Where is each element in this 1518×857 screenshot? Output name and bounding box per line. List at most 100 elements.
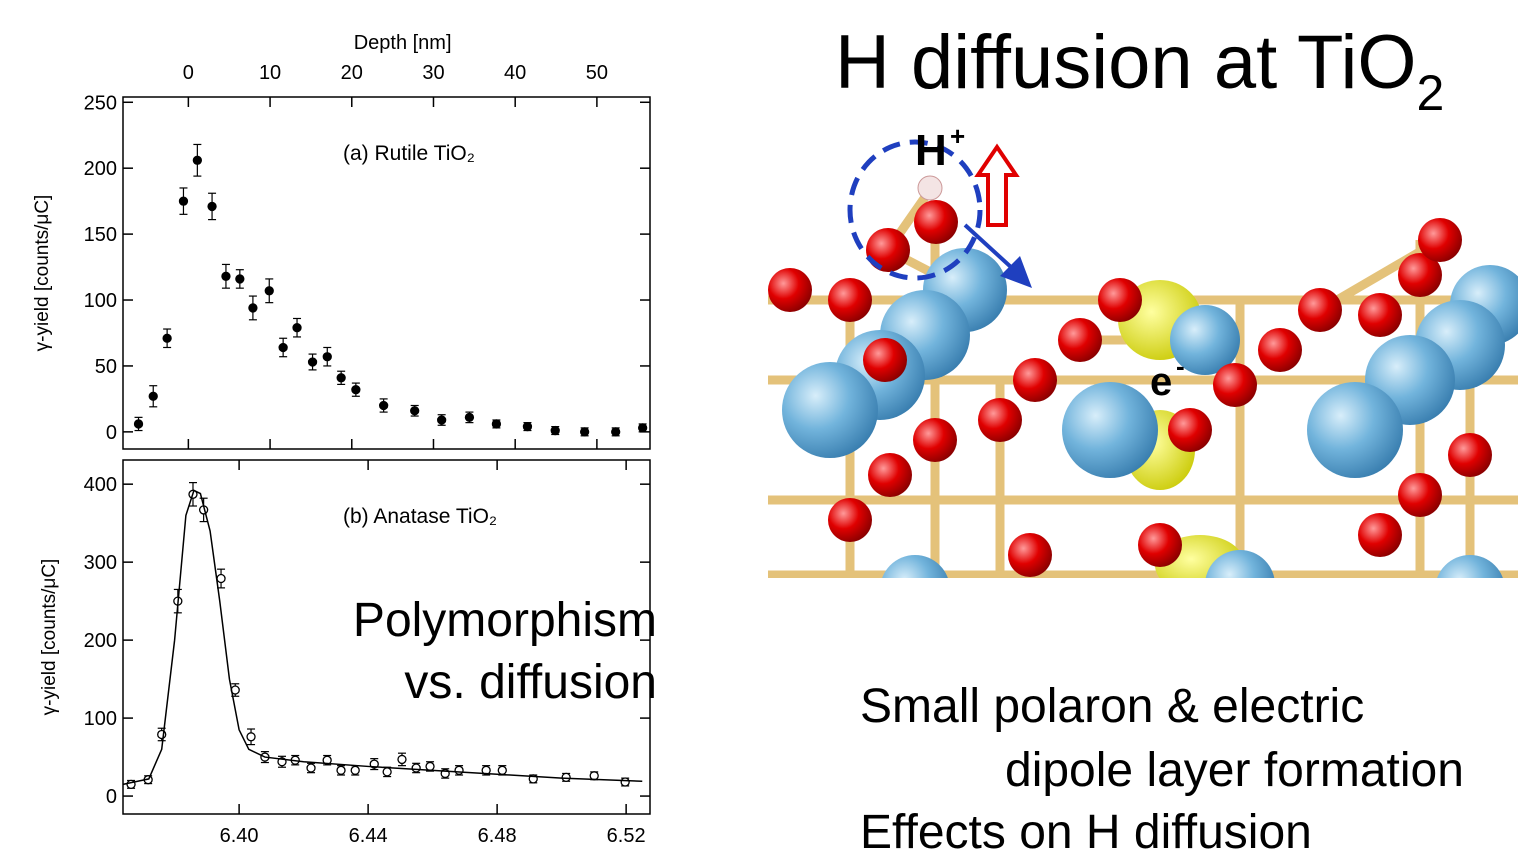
y-tick-label: 300: [84, 552, 117, 574]
data-point: [378, 398, 389, 413]
marker: [207, 201, 217, 212]
data-point: [277, 755, 287, 768]
y-tick-label: 50: [95, 356, 117, 378]
data-point: [611, 427, 621, 437]
x-tick-label: 0: [183, 62, 194, 84]
x-tick-label: 6.52: [607, 825, 646, 847]
marker: [425, 761, 435, 772]
marker: [491, 419, 502, 429]
marker: [192, 155, 203, 165]
data-point: [307, 353, 318, 371]
o-atoms: [768, 200, 1492, 577]
data-point: [464, 411, 475, 424]
marker: [350, 765, 360, 775]
data-point: [148, 385, 158, 408]
x-tick-label: 6.40: [220, 825, 259, 847]
marker: [133, 419, 144, 429]
bullet: Small polaron & electric: [860, 680, 1364, 733]
marker: [307, 357, 318, 367]
marker: [637, 423, 648, 433]
marker: [410, 406, 420, 416]
data-point: [351, 382, 361, 397]
data-point: [235, 269, 245, 289]
data-point: [454, 765, 464, 776]
e-charge: -: [1176, 351, 1185, 381]
data-point: [550, 425, 560, 436]
y-axis-label: γ-yield [counts/μC]: [39, 559, 60, 716]
marker: [248, 303, 258, 313]
data-point: [246, 728, 256, 746]
data-point: [410, 404, 420, 417]
data-point: [481, 765, 491, 776]
data-point: [306, 762, 316, 774]
y-tick-label: 200: [84, 158, 117, 180]
panel-label: (b) Anatase TiO₂: [343, 505, 497, 528]
data-point: [369, 758, 379, 771]
marker: [292, 323, 302, 333]
h-charge: +: [950, 121, 965, 151]
marker: [278, 342, 288, 353]
data-point: [336, 370, 346, 386]
marker: [351, 385, 361, 395]
marker: [162, 333, 172, 343]
data-point: [278, 337, 288, 358]
plot-frame: [122, 459, 651, 815]
marker: [454, 765, 464, 775]
data-point: [162, 328, 172, 349]
marker: [464, 412, 475, 423]
x-tick-label: 50: [586, 62, 608, 84]
data-point: [637, 423, 648, 433]
marker: [579, 427, 590, 437]
marker: [481, 765, 491, 775]
marker: [336, 373, 346, 383]
y-tick-label: 100: [84, 708, 117, 730]
x-tick-label: 40: [504, 62, 526, 84]
data-point: [264, 278, 274, 304]
marker: [411, 763, 421, 773]
data-point: [221, 263, 231, 289]
annotation: Polymorphism: [353, 594, 657, 647]
data-point: [497, 765, 507, 776]
slide-title: H diffusion at TiO2: [835, 20, 1444, 121]
marker: [336, 765, 346, 775]
marker: [397, 754, 407, 765]
data-point: [522, 421, 533, 432]
e-label: e: [1150, 360, 1172, 404]
data-point: [192, 143, 203, 177]
diffusion-arrowhead: [1000, 256, 1032, 288]
marker: [382, 767, 392, 777]
marker: [620, 777, 630, 787]
data-point: [207, 192, 217, 221]
plot-frame: [122, 96, 651, 450]
fit-line: [122, 489, 643, 786]
x-tick-label: 10: [259, 62, 281, 84]
data-point: [437, 414, 447, 426]
title-subscript: 2: [1417, 65, 1445, 121]
marker: [148, 391, 158, 401]
data-point: [292, 317, 302, 338]
x-tick-label: 6.44: [349, 825, 388, 847]
marker: [306, 763, 316, 773]
data-point: [382, 766, 392, 778]
data-point: [579, 427, 590, 437]
y-tick-label: 0: [106, 422, 117, 444]
marker: [561, 772, 571, 783]
data-point: [336, 765, 346, 776]
marker: [378, 400, 389, 411]
data-point: [322, 754, 332, 766]
data-point: [620, 777, 630, 787]
y-axis-label: γ-yield [counts/μC]: [32, 195, 53, 352]
marker: [437, 415, 447, 425]
y-tick-label: 100: [84, 290, 117, 312]
x-tick-label: 20: [341, 62, 363, 84]
data-point: [350, 765, 360, 776]
marker: [221, 271, 231, 281]
data-point: [397, 752, 407, 767]
desorption-arrow: [974, 143, 1020, 227]
data-point: [178, 187, 189, 215]
data-point: [491, 419, 502, 429]
y-tick-label: 400: [84, 474, 117, 496]
bullet: dipole layer formation: [1005, 744, 1464, 797]
marker: [497, 765, 507, 775]
